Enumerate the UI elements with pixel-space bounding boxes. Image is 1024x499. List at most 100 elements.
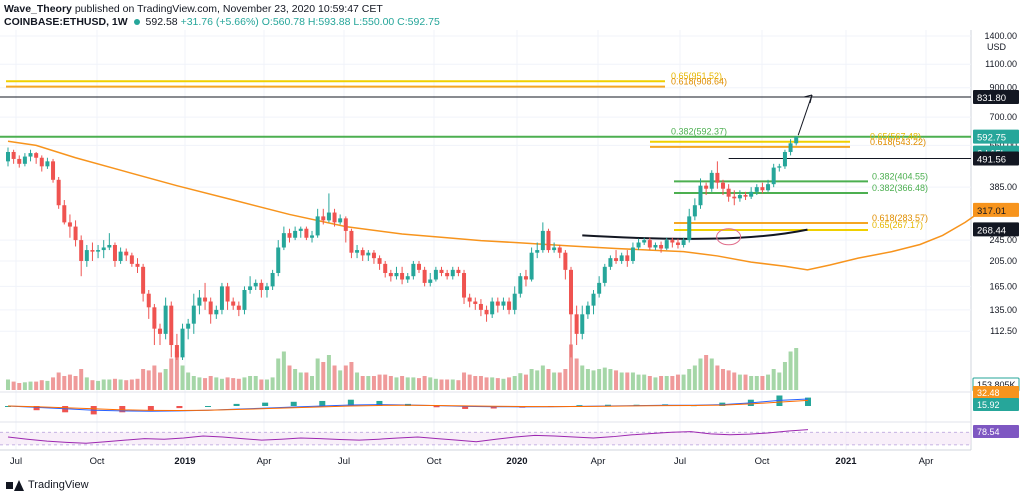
volume-bar (523, 374, 528, 390)
volume-bar (518, 373, 523, 390)
volume-bar (411, 377, 416, 390)
volume-bar (152, 365, 157, 390)
x-tick-label: Oct (427, 456, 442, 467)
price-tag-bg (973, 222, 1019, 237)
candle-body (321, 216, 326, 221)
macd-histogram-bar (347, 399, 354, 406)
volume-bar (737, 374, 742, 390)
volume-bar (169, 358, 174, 390)
fib-label: 0.382(404.55) (872, 171, 928, 181)
x-tick-label: 2019 (174, 456, 195, 467)
y-tick-label: 205.00 (989, 256, 1017, 266)
candle-body (248, 286, 253, 290)
fib-label: 0.618(908.64) (671, 77, 727, 87)
volume-bar (129, 379, 134, 390)
volume-bar (11, 381, 16, 390)
footer: TradingView (6, 479, 89, 491)
horizontal-lines (0, 96, 971, 160)
candle-body (501, 301, 506, 306)
candle-body (51, 161, 56, 180)
y-tick-label: 165.00 (989, 281, 1017, 291)
volume-bar (158, 372, 163, 390)
volume-bar (394, 377, 399, 390)
candle-body (259, 282, 264, 290)
candle-body (124, 251, 129, 256)
x-tick-label: Apr (919, 456, 934, 467)
volume-bar (6, 379, 10, 390)
tradingview-logo-icon (6, 479, 24, 491)
status-dot-icon (133, 19, 140, 26)
volume-bar (512, 376, 517, 390)
candle-body (743, 195, 748, 197)
candle-body (388, 272, 393, 277)
indicator-tag-label: 15.92 (977, 400, 1000, 410)
volume-bar (73, 376, 78, 390)
candle-body (56, 179, 61, 206)
volume-bar (574, 358, 579, 390)
candle-body (310, 235, 315, 238)
price-chart[interactable]: 0.65(951.52)0.618(908.64) 0.382(592.37) 0.… (0, 30, 1024, 478)
volume-bar (416, 378, 421, 390)
volume-bar (180, 365, 185, 390)
volume-bar (231, 378, 236, 390)
volume-bar (478, 376, 483, 390)
fib-label: 0.65(267.17) (872, 220, 923, 230)
candle-body (411, 263, 416, 277)
candle-body (276, 247, 281, 273)
candle-body (484, 309, 489, 315)
volume-bar (501, 378, 506, 390)
volume-bar (191, 376, 196, 390)
candle-body (203, 297, 208, 302)
volume-bar (371, 376, 376, 390)
macd-histogram-bar (147, 406, 154, 412)
candle-body (450, 269, 455, 277)
candle-body (371, 252, 376, 259)
volume-bar (355, 372, 360, 390)
candle-body (737, 195, 742, 199)
macd-histogram-bar (576, 405, 583, 407)
volume-bar (39, 380, 44, 390)
candle-body (445, 272, 450, 277)
candle-body (242, 289, 247, 310)
indicator-tag-bg (973, 386, 1019, 399)
volume-bar (219, 378, 224, 390)
volume-bar (585, 369, 590, 390)
volume-bar (591, 370, 596, 390)
candle-body (366, 252, 371, 256)
candle-body (186, 323, 191, 329)
candle-body (529, 252, 534, 280)
candle-body (478, 303, 483, 310)
price-tag-bg (973, 129, 1019, 144)
currency-label: USD (987, 42, 1007, 52)
y-tick-label: 245.00 (989, 235, 1017, 245)
brand-name[interactable]: TradingView (28, 479, 89, 491)
candle-body (749, 191, 754, 197)
volume-bar (687, 369, 692, 390)
candle-body (721, 182, 726, 189)
volume-bar (163, 369, 168, 390)
candle-body (518, 276, 523, 294)
volume-bar (597, 369, 602, 390)
symbol-name[interactable]: COINBASE:ETHUSD, 1W (4, 16, 128, 28)
volume-bar (17, 383, 22, 390)
volume-bar (490, 377, 495, 390)
candle-body (433, 269, 438, 280)
candle-body (146, 293, 151, 308)
volume-bar (450, 379, 455, 390)
candle-body (619, 255, 624, 261)
candle-body (231, 301, 236, 306)
volume-bar (602, 367, 607, 390)
candle-body (287, 233, 292, 238)
time-axis: Jul Oct 2019 Apr Jul Oct 2020 Apr Jul Oct 2021 Apr (0, 449, 971, 467)
candle-body (28, 153, 33, 157)
volume-bar (107, 379, 112, 390)
macd-histogram-bar (433, 406, 440, 408)
rsi-pane (0, 421, 971, 446)
candle-body (422, 269, 427, 283)
volume-bar (726, 370, 731, 390)
volume-bar (653, 377, 658, 390)
x-tick-label: Jul (338, 456, 350, 467)
candle-body (405, 276, 410, 280)
macd-pane (0, 391, 971, 415)
